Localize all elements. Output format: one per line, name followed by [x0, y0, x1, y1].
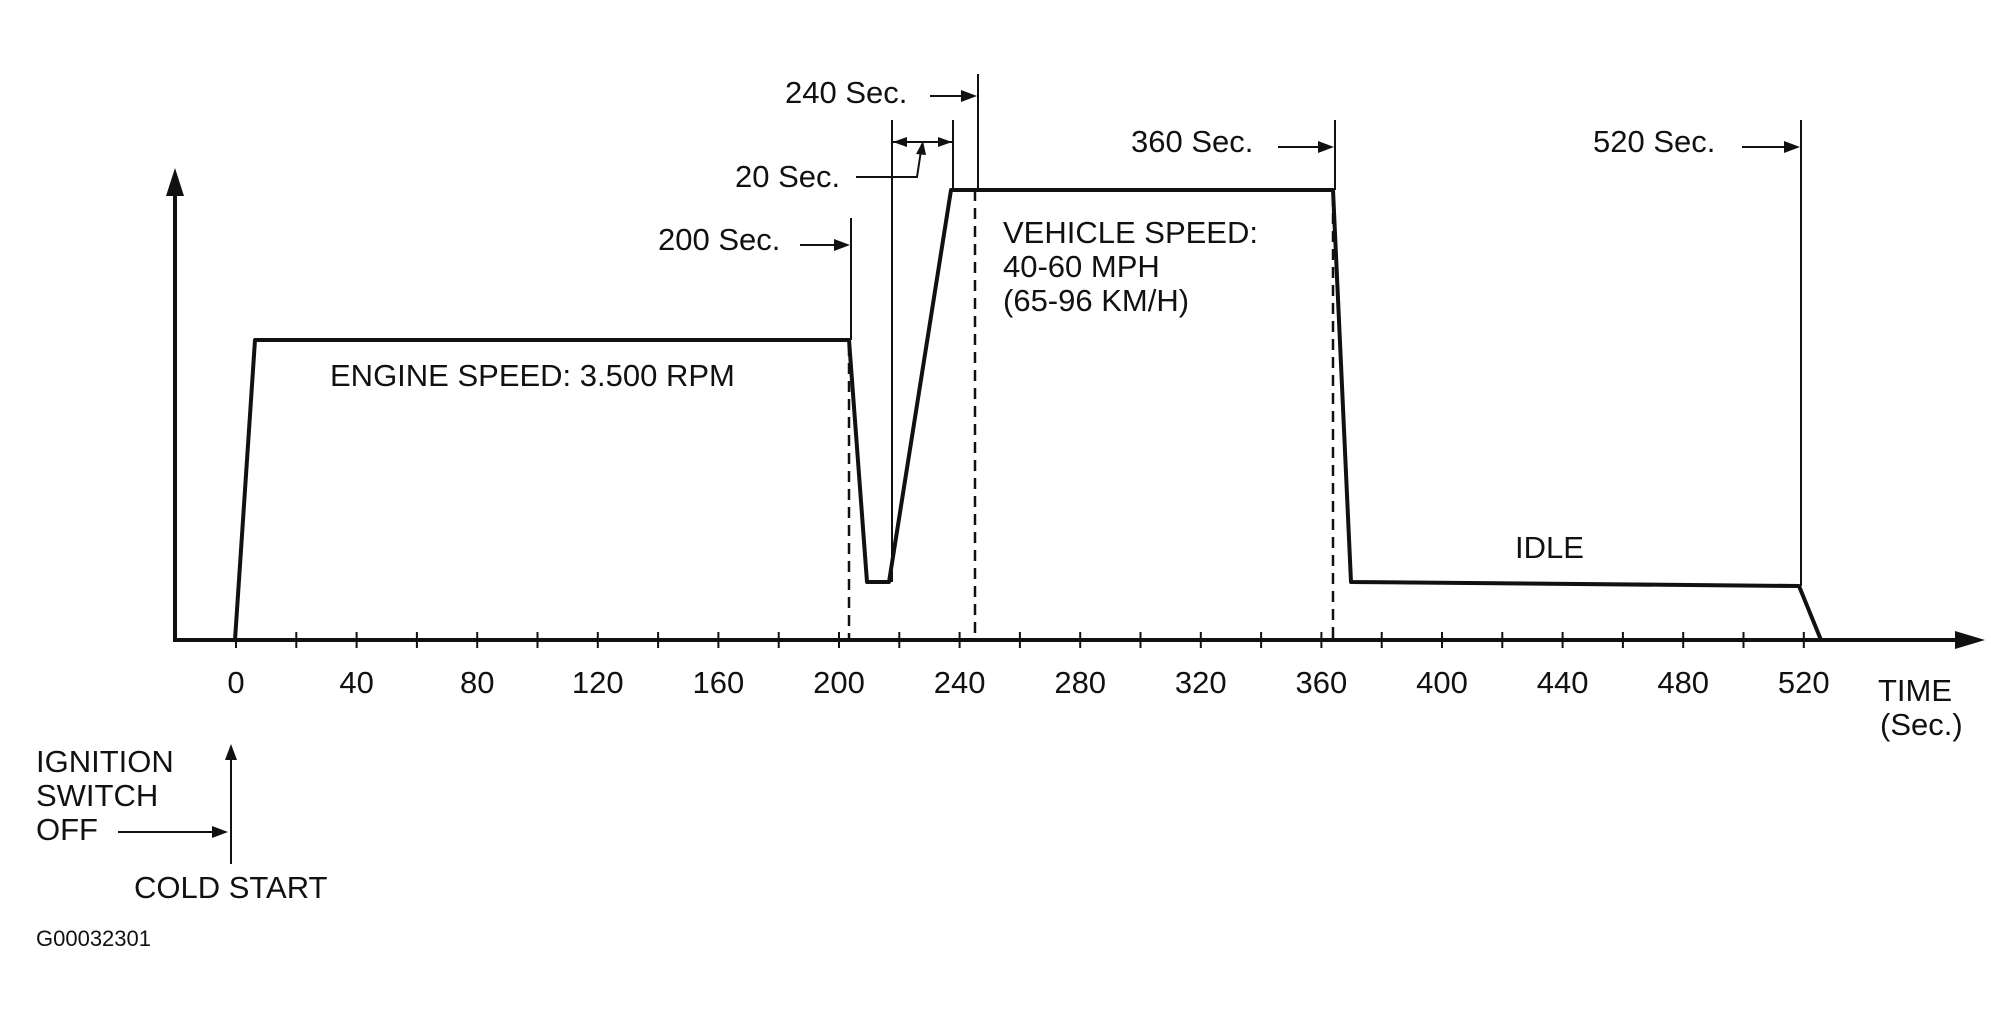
x-tick-label-240: 240	[934, 665, 986, 700]
x-axis-tick-labels: 0 40 80 120 160 200 240 280 320 360 400 440 480 520	[227, 665, 1829, 700]
speed-profile-line	[175, 188, 1823, 642]
vehicle-speed-label: VEHICLE SPEED:	[1003, 215, 1258, 250]
x-tick-label-400: 400	[1416, 665, 1468, 700]
switch-label: SWITCH	[36, 778, 158, 813]
y-axis-arrowhead	[166, 168, 184, 196]
vehicle-speed-mph: 40-60 MPH	[1003, 249, 1160, 284]
x-tick-label-160: 160	[693, 665, 745, 700]
arrow-520-sec-head	[1784, 141, 1800, 153]
x-tick-label-0: 0	[227, 665, 244, 700]
x-tick-label-360: 360	[1296, 665, 1348, 700]
x-tick-label-480: 480	[1657, 665, 1709, 700]
cold-start-label: COLD START	[134, 870, 328, 905]
ignition-legend: IGNITION SWITCH OFF COLD START	[36, 744, 328, 905]
off-label: OFF	[36, 812, 98, 847]
arrow-cold-start-head	[225, 744, 237, 760]
dimension-20-sec-head-right	[938, 137, 952, 147]
engine-speed-label: ENGINE SPEED: 3.500 RPM	[330, 358, 735, 393]
ignition-label: IGNITION	[36, 744, 174, 779]
x-tick-label-200: 200	[813, 665, 865, 700]
figure-code: G00032301	[36, 926, 151, 951]
x-axis-label-unit: (Sec.)	[1880, 707, 1963, 742]
label-520-sec: 520 Sec.	[1593, 124, 1715, 159]
x-tick-label-440: 440	[1537, 665, 1589, 700]
x-tick-label-280: 280	[1054, 665, 1106, 700]
x-tick-label-120: 120	[572, 665, 624, 700]
x-tick-label-520: 520	[1778, 665, 1830, 700]
x-tick-label-320: 320	[1175, 665, 1227, 700]
x-axis-arrowhead	[1955, 631, 1985, 649]
arrow-360-sec-head	[1318, 141, 1334, 153]
leader-20-sec	[856, 143, 923, 178]
axes: 0 40 80 120 160 200 240 280 320 360 400 440 480 520 T…	[166, 168, 1985, 742]
x-tick-label-80: 80	[460, 665, 494, 700]
idle-label: IDLE	[1515, 530, 1584, 565]
x-tick-label-40: 40	[339, 665, 373, 700]
leader-20-sec-head	[916, 141, 926, 155]
label-360-sec: 360 Sec.	[1131, 124, 1253, 159]
arrow-ignition-off-head	[212, 826, 228, 838]
label-20-sec: 20 Sec.	[735, 159, 840, 194]
dimension-20-sec-head-left	[893, 137, 907, 147]
arrow-240-sec-head	[961, 90, 977, 102]
arrow-200-sec-head	[834, 239, 850, 251]
annotations: ENGINE SPEED: 3.500 RPM VEHICLE SPEED: 4…	[330, 75, 1715, 565]
x-axis-ticks	[235, 632, 1805, 648]
x-axis-label: TIME	[1878, 673, 1952, 708]
label-240-sec: 240 Sec.	[785, 75, 907, 110]
label-200-sec: 200 Sec.	[658, 222, 780, 257]
leader-arrows	[118, 90, 1800, 864]
phase-markers	[847, 190, 1335, 640]
vehicle-speed-kmh: (65-96 KM/H)	[1003, 283, 1189, 318]
reference-lines	[850, 74, 1802, 586]
